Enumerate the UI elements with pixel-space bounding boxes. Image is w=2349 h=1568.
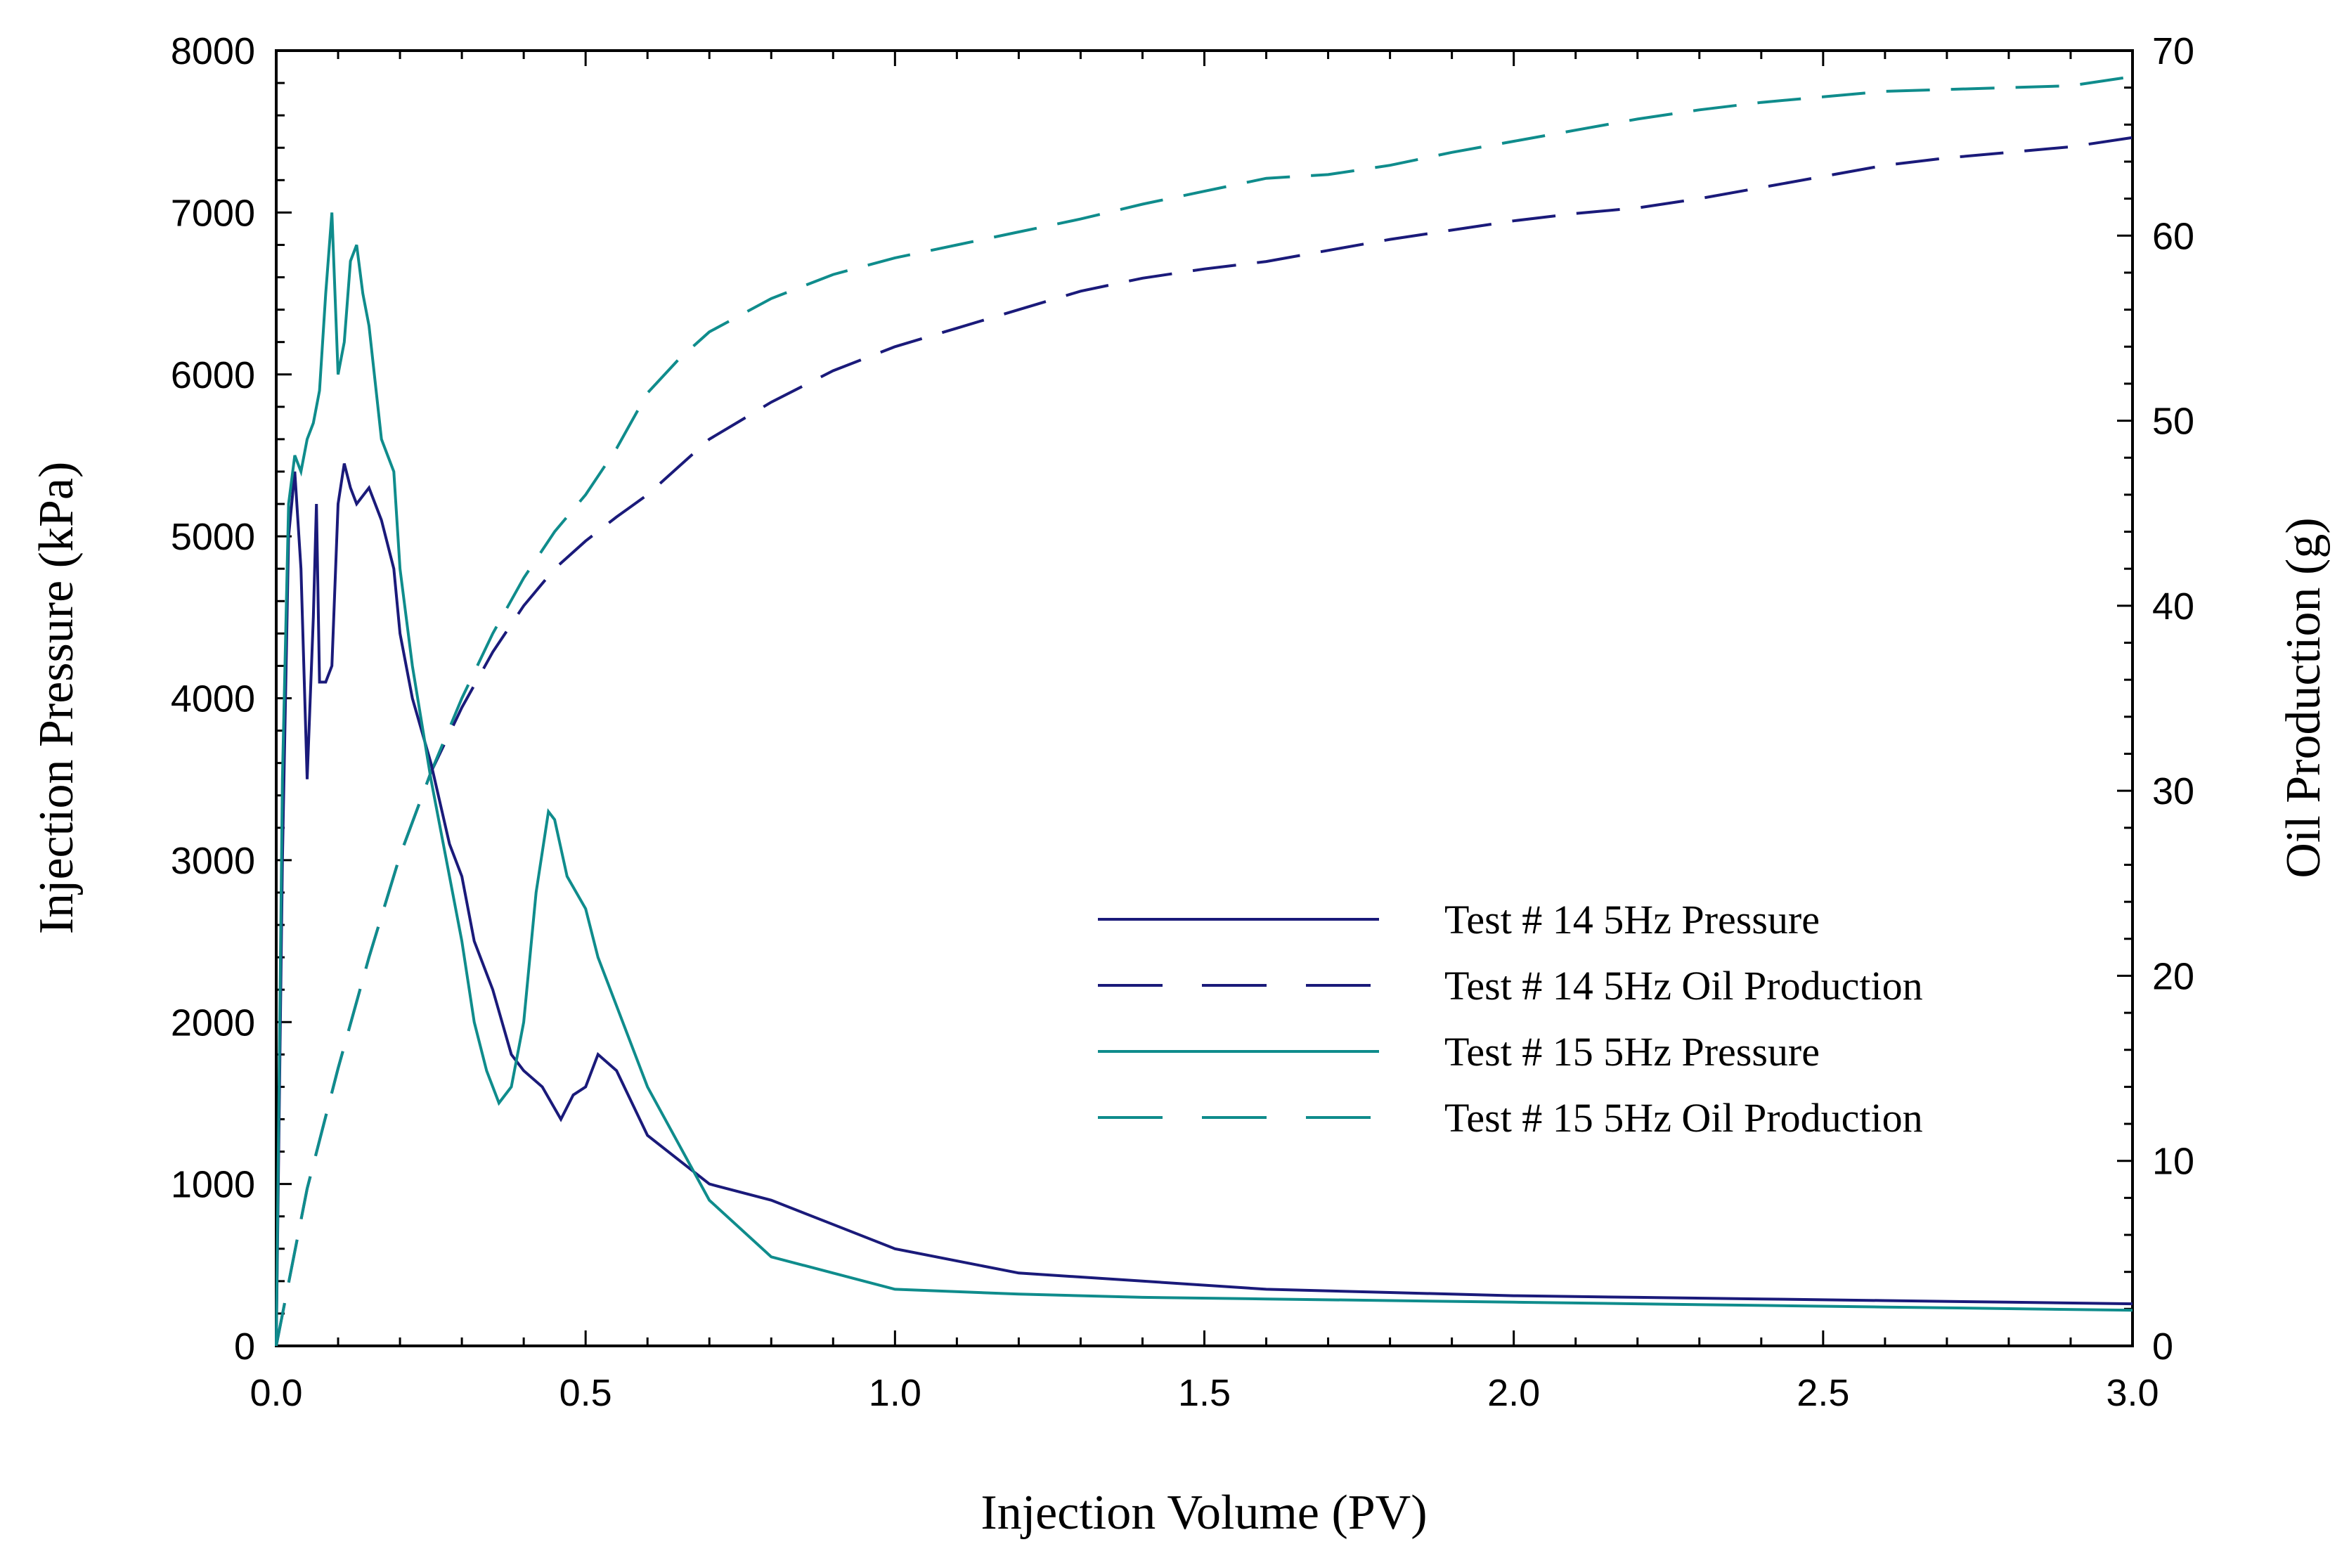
right-tick-label-20: 20	[2152, 955, 2194, 997]
x-tick-label-2.0: 2.0	[1487, 1372, 1540, 1414]
left-y-axis-title: Injection Pressure (kPa)	[30, 462, 84, 935]
series-test14-pressure	[275, 463, 2133, 1347]
right-tick-label-60: 60	[2152, 215, 2194, 257]
minor-ticks	[276, 51, 2133, 1346]
legend-label-test14-pressure: Test # 14 5Hz Pressure	[1444, 897, 1820, 942]
left-y-axis-labels: 0 1000 2000 3000 4000 5000 6000 7000 800…	[171, 30, 255, 1368]
left-tick-label-5000: 5000	[171, 516, 255, 558]
right-tick-label-70: 70	[2152, 30, 2194, 72]
legend-label-test15-pressure: Test # 15 5Hz Pressure	[1444, 1029, 1820, 1075]
x-tick-label-0.5: 0.5	[559, 1372, 612, 1414]
left-tick-label-3000: 3000	[171, 840, 255, 882]
right-tick-label-30: 30	[2152, 770, 2194, 812]
x-tick-label-2.5: 2.5	[1797, 1372, 1849, 1414]
x-tick-label-1.5: 1.5	[1178, 1372, 1231, 1414]
left-tick-label-0: 0	[234, 1326, 255, 1368]
legend-label-test15-oil-production: Test # 15 5Hz Oil Production	[1444, 1095, 1923, 1141]
legend: Test # 14 5Hz Pressure Test # 14 5Hz Oil…	[1098, 897, 1923, 1141]
series-test14-oil-production	[275, 136, 2133, 1347]
right-y-axis-title: Oil Production (g)	[2277, 517, 2331, 878]
left-tick-label-7000: 7000	[171, 192, 255, 234]
left-tick-label-2000: 2000	[171, 1002, 255, 1044]
x-axis-labels: 0.0 0.5 1.0 1.5 2.0 2.5 3.0	[250, 1372, 2159, 1414]
right-tick-label-50: 50	[2152, 401, 2194, 443]
series-test15-oil-production	[275, 74, 2133, 1347]
left-tick-label-6000: 6000	[171, 354, 255, 396]
right-tick-label-10: 10	[2152, 1141, 2194, 1183]
series-test15-pressure	[275, 212, 2133, 1347]
major-ticks	[275, 49, 2134, 1347]
left-tick-label-1000: 1000	[171, 1164, 255, 1206]
series-layer	[275, 74, 2133, 1347]
left-tick-label-4000: 4000	[171, 678, 255, 720]
x-tick-label-0.0: 0.0	[250, 1372, 302, 1414]
plot-frame	[275, 49, 2134, 1347]
right-tick-label-0: 0	[2152, 1326, 2173, 1368]
legend-label-test14-oil-production: Test # 14 5Hz Oil Production	[1444, 963, 1923, 1009]
left-tick-label-8000: 8000	[171, 30, 255, 72]
x-axis-title: Injection Volume (PV)	[981, 1486, 1427, 1540]
right-tick-label-40: 40	[2152, 585, 2194, 628]
x-tick-label-1.0: 1.0	[869, 1372, 921, 1414]
right-y-axis-labels: 0 10 20 30 40 50 60 70	[2152, 30, 2194, 1368]
x-tick-label-3.0: 3.0	[2106, 1372, 2159, 1414]
